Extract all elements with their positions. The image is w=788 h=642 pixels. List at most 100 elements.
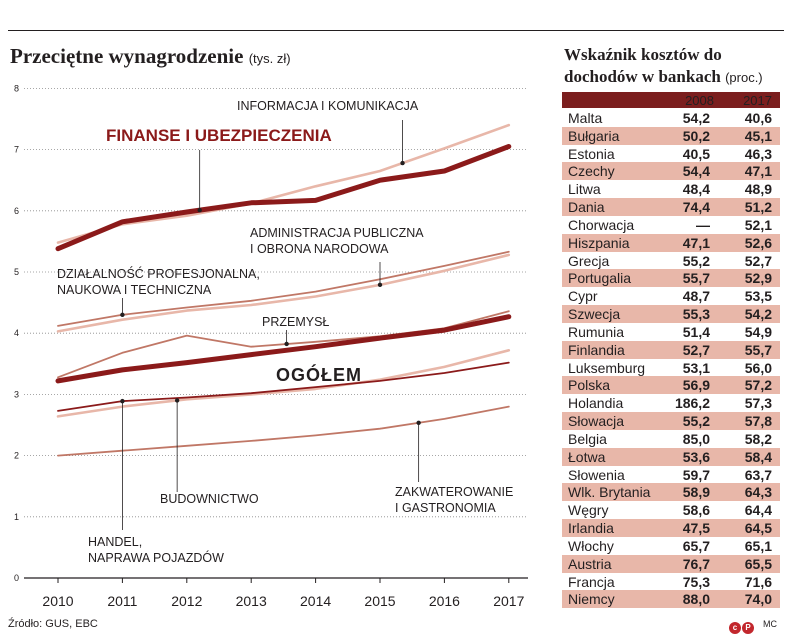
country-name: Rumunia (568, 323, 625, 340)
value-2008: 55,7 (682, 270, 710, 287)
value-2017: 40,6 (744, 110, 772, 126)
country-name: Cypr (568, 288, 598, 305)
y-tick-label: 2 (14, 451, 19, 461)
value-2008: 85,0 (682, 430, 710, 447)
country-name: Holandia (568, 395, 624, 412)
table-row: Włochy 65,7 65,1 (562, 537, 780, 555)
series-label: FINANSE I UBEZPIECZENIA (106, 126, 332, 145)
value-2017: 57,8 (744, 413, 772, 430)
table-row: Dania 74,4 51,2 (562, 198, 780, 216)
column-header-2008: 2008 (685, 93, 714, 108)
table-title-line1: Wskaźnik kosztów do (564, 45, 722, 64)
series-label: ZAKWATEROWANIE (395, 485, 513, 499)
salary-line-chart: 0 1 2 3 4 5 6 7 8 2010 2011 2012 2013 2014 2015 2016 201… (14, 83, 528, 609)
value-2008: 88,0 (682, 591, 710, 608)
y-tick-label: 3 (14, 389, 19, 399)
country-name: Włochy (568, 537, 614, 554)
country-name: Węgry (568, 502, 609, 519)
y-tick-label: 8 (14, 83, 19, 93)
country-name: Wlk. Brytania (568, 484, 651, 501)
column-header-2017: 2017 (743, 93, 772, 108)
table-row: Chorwacja — 52,1 (562, 216, 780, 234)
value-2008: 56,9 (682, 377, 710, 394)
value-2017: 55,7 (744, 341, 772, 358)
value-2008: 58,6 (682, 502, 710, 519)
series-line (55, 314, 512, 384)
value-2008: 47,5 (682, 520, 710, 537)
table-row: Czechy 54,4 47,1 (562, 162, 780, 181)
series-line (55, 144, 512, 252)
series-label: HANDEL, (88, 535, 142, 549)
label-leader-dot (120, 312, 125, 318)
country-name: Francja (568, 573, 615, 590)
label-leader-dot (120, 398, 125, 404)
value-2017: 63,7 (744, 466, 772, 483)
value-2008: 48,7 (682, 288, 710, 305)
series-label: BUDOWNICTWO (160, 492, 259, 506)
chart-title-text: Przeciętne wynagrodzenie (10, 44, 244, 68)
table-row: Hiszpania 47,1 52,6 (562, 233, 780, 252)
table-unit: (proc.) (725, 70, 763, 85)
label-leader-dot (284, 341, 289, 347)
series-line (57, 361, 510, 412)
label-leader-dot (174, 398, 180, 403)
country-name: Szwecja (568, 306, 621, 323)
x-tick-label: 2011 (107, 593, 137, 609)
table-row: Francja 75,3 71,6 (562, 573, 780, 591)
chart-title: Przeciętne wynagrodzenie (tys. zł) (10, 44, 291, 69)
value-2008: 186,2 (674, 395, 710, 412)
top-rule (8, 30, 784, 31)
country-name: Słowacja (568, 413, 625, 430)
value-2017: 57,2 (744, 377, 772, 394)
value-2017: 65,5 (744, 555, 772, 572)
series-label: DZIAŁALNOŚĆ PROFESJONALNA, (57, 266, 260, 281)
value-2017: 52,6 (744, 234, 772, 251)
series-label: NAPRAWA POJAZDÓW (88, 550, 224, 565)
series-line (57, 250, 510, 327)
value-2008: 50,2 (682, 127, 710, 144)
table-row: Litwa 48,4 48,9 (562, 180, 780, 198)
country-name: Grecja (568, 252, 610, 269)
value-2017: 54,2 (744, 306, 772, 323)
value-2008: 55,2 (682, 252, 710, 269)
table-body: Malta 54,2 40,6 Bułgaria 50,2 45,1 Estonia 40,5… (562, 109, 780, 609)
value-2017: 56,0 (744, 359, 772, 376)
cost-income-table: 2008 2017 Malta 54,2 40,6 Bułgaria 50,2 45,1 E… (562, 92, 780, 609)
table-row: Malta 54,2 40,6 (562, 109, 780, 127)
series-label: INFORMACJA I KOMUNIKACJA (237, 99, 419, 113)
series-line (56, 348, 511, 418)
x-tick-label: 2013 (236, 593, 267, 609)
value-2008: 76,7 (682, 555, 710, 572)
value-2017: 65,1 (744, 537, 772, 554)
country-name: Słowenia (568, 466, 625, 483)
y-tick-label: 5 (14, 267, 19, 277)
y-tick-label: 6 (14, 206, 19, 216)
x-tick-label: 2014 (300, 593, 331, 609)
value-2008: 48,4 (682, 181, 710, 198)
value-2008: 55,3 (682, 306, 710, 323)
table-row: Finlandia 52,7 55,7 (562, 340, 780, 359)
value-2017: 71,6 (744, 573, 772, 590)
value-2017: 47,1 (744, 163, 772, 180)
country-name: Bułgaria (568, 127, 620, 144)
series-line (56, 253, 511, 333)
table-row: Bułgaria 50,2 45,1 (562, 126, 780, 145)
value-2008: 65,7 (682, 537, 710, 554)
series-label: OGÓŁEM (276, 364, 362, 385)
table-row: Węgry 58,6 64,4 (562, 501, 780, 519)
table-row: Rumunia 51,4 54,9 (562, 323, 780, 341)
table-row: Irlandia 47,5 64,5 (562, 519, 780, 537)
table-row: Luksemburg 53,1 56,0 (562, 359, 780, 377)
table-row: Austria 76,7 65,5 (562, 554, 780, 573)
series-label: PRZEMYSŁ (262, 315, 329, 329)
value-2017: 54,9 (744, 323, 772, 340)
value-2017: 58,2 (744, 430, 772, 447)
value-2008: 55,2 (682, 413, 710, 430)
value-2017: 74,0 (744, 591, 772, 608)
series-label: ADMINISTRACJA PUBLICZNA (250, 226, 424, 240)
series-label: I GASTRONOMIA (395, 501, 496, 515)
y-tick-label: 0 (14, 573, 19, 583)
table-row: Wlk. Brytania 58,9 64,3 (562, 483, 780, 502)
table-row: Belgia 85,0 58,2 (562, 430, 780, 448)
value-2008: 58,9 (682, 484, 710, 501)
